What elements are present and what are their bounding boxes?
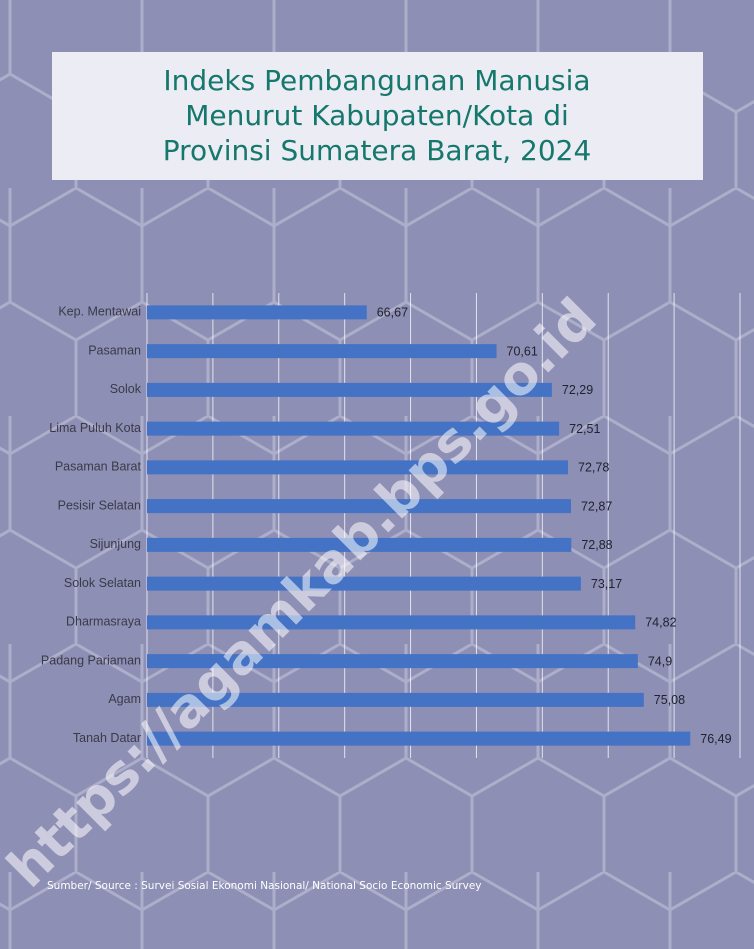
bar: [147, 537, 572, 552]
y-tick-label: Solok Selatan: [64, 576, 141, 590]
y-tick-label: Tanah Datar: [73, 731, 141, 745]
bar: [147, 692, 644, 707]
bar: [147, 576, 581, 591]
bar: [147, 654, 638, 669]
title-box: [52, 52, 703, 180]
y-tick-label: Lima Puluh Kota: [49, 421, 141, 435]
data-label: 76,49: [700, 732, 731, 746]
data-label: 70,61: [507, 344, 538, 358]
bar: [147, 344, 497, 359]
y-tick-label: Padang Pariaman: [41, 653, 141, 667]
data-label: 72,51: [569, 422, 600, 436]
chart-title: Provinsi Sumatera Barat, 2024: [163, 134, 592, 167]
bar: [147, 421, 560, 436]
chart-title: Menurut Kabupaten/Kota di: [185, 99, 569, 132]
data-label: 66,67: [377, 306, 408, 320]
y-tick-label: Agam: [108, 692, 141, 706]
y-tick-label: Sijunjung: [90, 537, 141, 551]
y-tick-label: Solok: [110, 382, 142, 396]
data-label: 73,17: [591, 577, 622, 591]
plot: Kep. Mentawai 66,67 Pasaman 70,61 Solok 72,29…: [41, 293, 741, 758]
data-label: 74,9: [648, 654, 672, 668]
bar: [147, 382, 552, 397]
data-label: 72,87: [581, 499, 612, 513]
source-note: Sumber/ Source : Survei Sosial Ekonomi N…: [47, 880, 482, 892]
y-tick-label: Pasaman: [88, 343, 141, 357]
y-tick-label: Pasaman Barat: [55, 460, 142, 474]
bar: [147, 460, 569, 475]
y-tick-label: Pesisir Selatan: [58, 498, 141, 512]
bar: [147, 305, 367, 320]
data-label: 74,82: [645, 616, 676, 630]
y-tick-label: Kep. Mentawai: [58, 305, 141, 319]
data-label: 75,08: [654, 693, 685, 707]
y-tick-label: Dharmasraya: [66, 615, 141, 629]
data-label: 72,88: [581, 538, 612, 552]
data-label: 72,29: [562, 383, 593, 397]
chart-title: Indeks Pembangunan Manusia: [163, 64, 590, 97]
bar: [147, 499, 571, 514]
data-label: 72,78: [578, 461, 609, 475]
bar: [147, 615, 636, 630]
bar: [147, 731, 691, 746]
